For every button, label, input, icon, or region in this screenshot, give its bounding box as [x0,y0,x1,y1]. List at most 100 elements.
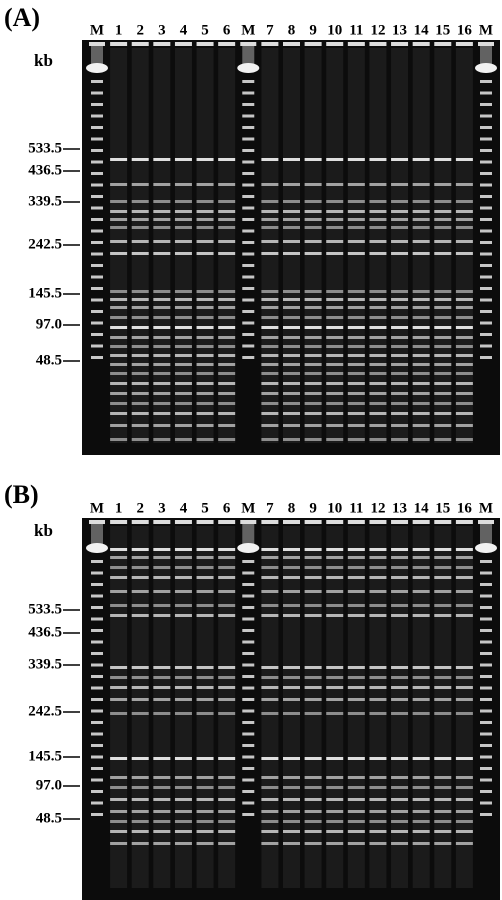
band [261,200,279,203]
band [434,666,452,669]
band [326,354,344,357]
band [110,226,128,229]
band [131,590,149,593]
unit-label: kb [34,521,53,540]
band [391,842,409,845]
band [369,798,387,801]
band [391,810,409,813]
band [196,336,214,339]
lane [326,520,344,888]
band [196,240,214,243]
lane-label: M [479,500,493,516]
band [261,183,279,186]
lane-label: M [90,500,104,516]
unit-label: kb [34,51,53,70]
band [455,590,473,593]
band [218,363,236,366]
band [261,686,279,689]
band [391,604,409,607]
band [455,316,473,319]
lane [86,520,108,816]
ladder-band [242,229,255,233]
band [391,438,409,441]
band [196,438,214,441]
band [131,776,149,779]
band [261,354,279,357]
band [391,298,409,301]
lane-label: 8 [288,500,296,516]
band [261,590,279,593]
band [326,306,344,309]
band [261,424,279,427]
band [110,590,128,593]
lane-smear [283,526,300,888]
band [391,676,409,679]
band [196,424,214,427]
ladder-band [480,560,492,563]
band [283,252,300,255]
band [218,438,236,441]
band [304,698,322,701]
well [369,520,387,524]
band [369,210,387,213]
band [174,424,192,427]
ladder-band [91,264,103,267]
band [369,382,387,385]
band [153,830,171,833]
lane-label: 3 [158,22,166,38]
ladder-band [242,310,255,313]
band [218,548,236,551]
band [131,604,149,607]
well [153,520,171,524]
ladder-band [91,744,103,747]
band [283,158,300,161]
well [347,42,365,46]
band [434,424,452,427]
band [304,438,322,441]
ladder-band [242,172,255,175]
band [196,757,214,760]
band [218,354,236,357]
well [434,520,452,524]
band [391,614,409,617]
lane [153,520,171,888]
band [304,252,322,255]
band [326,290,344,293]
ladder-band [242,778,255,782]
band [196,382,214,385]
band [218,345,236,348]
well [412,42,430,46]
band [196,363,214,366]
band [218,183,236,186]
ladder-band [480,721,492,724]
band [261,326,279,329]
band [369,336,387,339]
ladder-band [91,698,103,701]
band [347,424,365,427]
lane [369,42,387,443]
band [347,290,365,293]
band [218,326,236,329]
band [304,820,322,823]
band [369,757,387,760]
ladder-band [242,744,255,747]
band [369,183,387,186]
ladder-band [480,675,492,678]
band [369,200,387,203]
band [304,566,322,569]
band [283,842,300,845]
band [434,576,452,579]
band [326,402,344,405]
band [283,226,300,229]
band [434,590,452,593]
ladder-band [480,275,492,279]
ladder-band [480,801,492,805]
band [218,698,236,701]
band [131,757,149,760]
band [131,842,149,845]
ladder-band [480,160,492,164]
band [261,576,279,579]
lane [196,520,214,888]
band [196,548,214,551]
band [347,382,365,385]
